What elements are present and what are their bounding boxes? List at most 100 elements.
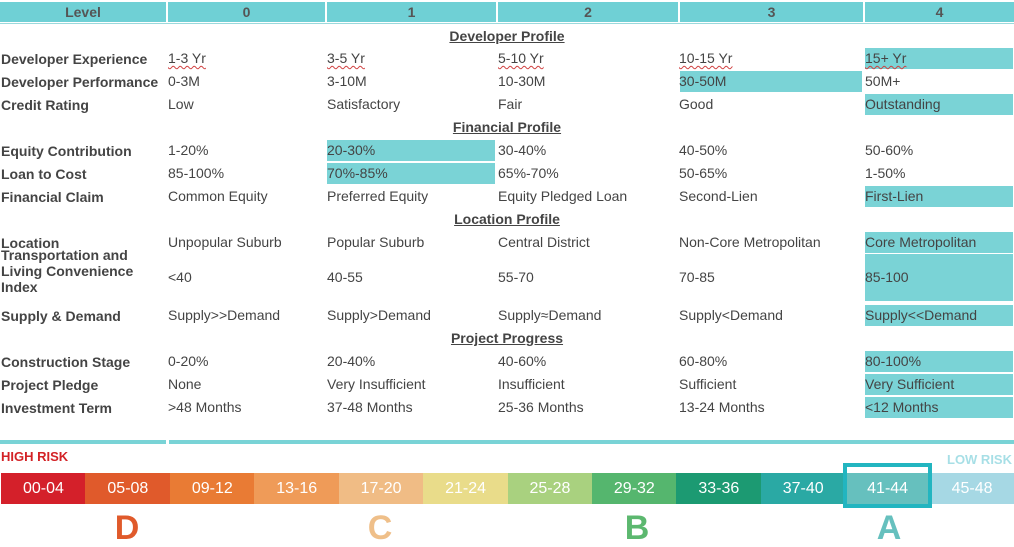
level-cell: Supply>>Demand (168, 307, 281, 323)
level-cell: None (168, 376, 202, 392)
level-cell: Supply≈Demand (498, 307, 602, 323)
level-cell: >48 Months (168, 399, 242, 415)
level-cell: 60-80% (679, 353, 728, 369)
scale-divider (0, 440, 166, 444)
score-segment: 21-24 (423, 473, 508, 504)
level-cell: 50M+ (865, 73, 901, 89)
section-title: Location Profile (454, 211, 560, 227)
selected-cell-highlight (865, 186, 1013, 207)
level-cell: Supply>Demand (327, 307, 431, 323)
level-cell: Sufficient (679, 376, 737, 392)
level-cell: 55-70 (498, 269, 534, 285)
level-cell: 40-50% (679, 142, 728, 158)
level-cell: Non-Core Metropolitan (679, 234, 821, 250)
section-title: Financial Profile (452, 119, 562, 135)
header-level-3: 3 (680, 2, 863, 22)
section-title: Developer Profile (449, 28, 565, 44)
scale-divider (169, 440, 1014, 444)
selected-cell-highlight (680, 71, 862, 92)
level-cell: 70-85 (679, 269, 715, 285)
level-cell: Preferred Equity (327, 188, 429, 204)
selected-cell-highlight (865, 351, 1013, 372)
selected-score-frame (843, 463, 932, 508)
selected-cell-highlight (865, 94, 1013, 115)
level-cell: 1-50% (865, 165, 906, 181)
score-segment: 17-20 (338, 473, 424, 504)
level-cell: Supply<Demand (679, 307, 783, 323)
low-risk-label: LOW RISK (947, 452, 1012, 467)
section-title: Project Progress (450, 330, 564, 346)
level-cell: Second-Lien (679, 188, 758, 204)
level-cell: Popular Suburb (327, 234, 425, 250)
level-cell: Outstanding (865, 96, 941, 112)
level-cell: 10-15 Yr (679, 50, 733, 66)
high-risk-label: HIGH RISK (1, 449, 69, 464)
selected-cell-highlight (865, 48, 1013, 69)
level-cell: 40-55 (327, 269, 363, 285)
score-segment: 13-16 (254, 473, 340, 504)
level-cell: 0-3M (168, 73, 200, 89)
grade-letter-d: D (114, 509, 140, 547)
level-cell: 80-100% (865, 353, 922, 369)
level-cell: Common Equity (168, 188, 268, 204)
level-cell: 1-20% (168, 142, 209, 158)
selected-cell-highlight (865, 254, 1013, 301)
level-cell: 30-50M (679, 73, 727, 89)
row-label: Construction Stage (1, 354, 131, 370)
row-label: Supply & Demand (1, 308, 121, 324)
row-label: Loan to Cost (1, 166, 87, 182)
score-segment: 09-12 (169, 473, 255, 504)
level-cell: Fair (498, 96, 523, 112)
score-segment: 37-40 (760, 473, 846, 504)
level-cell: 10-30M (498, 73, 546, 89)
selected-cell-highlight (865, 305, 1013, 326)
header-level-2: 2 (498, 2, 678, 22)
selected-cell-highlight (865, 232, 1013, 253)
level-cell: Insufficient (498, 376, 565, 392)
row-label: Developer Performance (1, 74, 159, 90)
header-level-4: 4 (865, 2, 1014, 22)
row-label: Equity Contribution (1, 143, 132, 159)
level-cell: <12 Months (865, 399, 939, 415)
level-cell: 3-5 Yr (327, 50, 365, 66)
level-cell: 70%-85% (327, 165, 388, 181)
level-cell: 20-30% (327, 142, 376, 158)
level-cell: Supply<<Demand (865, 307, 978, 323)
level-cell: 13-24 Months (679, 399, 765, 415)
row-label: Credit Rating (1, 97, 89, 113)
level-cell: Central District (498, 234, 590, 250)
level-cell: 65%-70% (498, 165, 559, 181)
level-cell: 25-36 Months (498, 399, 584, 415)
level-cell: 30-40% (498, 142, 547, 158)
grade-letter-a: A (876, 509, 902, 547)
score-segment: 41-44 (845, 473, 931, 504)
level-cell: Unpopular Suburb (168, 234, 282, 250)
level-cell: 50-65% (679, 165, 728, 181)
level-cell: 85-100% (168, 165, 225, 181)
level-cell: Satisfactory (327, 96, 401, 112)
level-cell: 40-60% (498, 353, 547, 369)
header-level-label: Level (0, 2, 166, 22)
level-cell: 20-40% (327, 353, 376, 369)
row-label: Project Pledge (1, 377, 99, 393)
level-cell: 1-3 Yr (168, 50, 206, 66)
level-cell: Good (679, 96, 714, 112)
score-segment: 29-32 (591, 473, 677, 504)
score-segment: 05-08 (85, 473, 171, 504)
header-level-1: 1 (327, 2, 496, 22)
header-level-0: 0 (168, 2, 325, 22)
grade-letter-b: B (624, 509, 650, 547)
level-cell: Very Insufficient (327, 376, 426, 392)
level-cell: 3-10M (327, 73, 367, 89)
level-cell: 85-100 (865, 269, 909, 285)
row-label: Location (1, 235, 60, 251)
level-cell: 5-10 Yr (498, 50, 544, 66)
level-cell: 0-20% (168, 353, 209, 369)
level-cell: Core Metropolitan (865, 234, 977, 250)
selected-cell-highlight (865, 397, 1013, 418)
score-segment: 33-36 (676, 473, 762, 504)
level-cell: <40 (168, 269, 192, 285)
header-divider (0, 23, 1014, 24)
score-segment: 45-48 (929, 473, 1014, 504)
level-cell: First-Lien (865, 188, 924, 204)
